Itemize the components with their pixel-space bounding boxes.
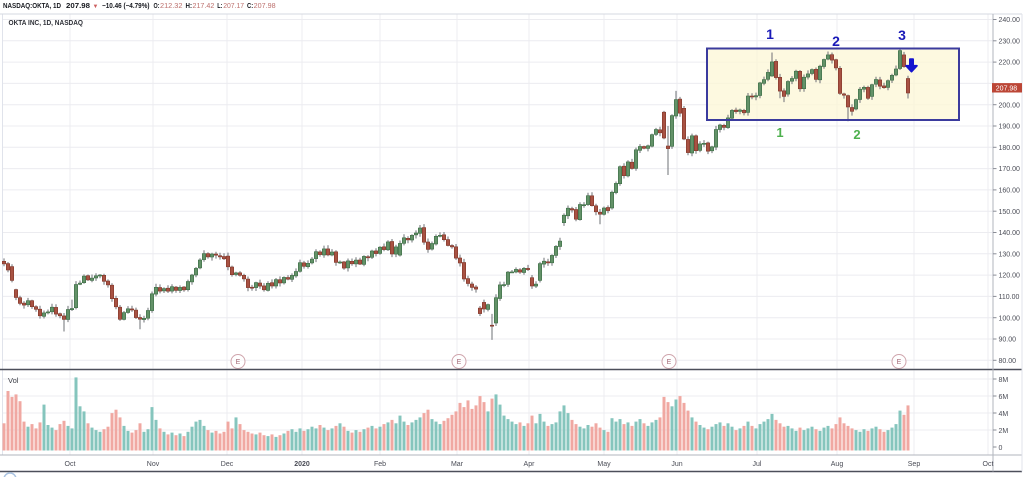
svg-text:240.00: 240.00 xyxy=(999,17,1021,24)
svg-text:100.00: 100.00 xyxy=(999,315,1021,322)
svg-text:207.98: 207.98 xyxy=(996,85,1018,92)
svg-text:O:: O: xyxy=(154,3,160,10)
svg-text:0: 0 xyxy=(999,445,1003,452)
svg-text:217.42: 217.42 xyxy=(193,3,215,10)
svg-text:E: E xyxy=(667,359,672,366)
svg-text:150.00: 150.00 xyxy=(999,209,1021,216)
svg-text:NASDAQ:OKTA, 1D: NASDAQ:OKTA, 1D xyxy=(3,3,61,10)
svg-text:8M: 8M xyxy=(999,377,1009,384)
svg-text:160.00: 160.00 xyxy=(999,188,1021,195)
svg-text:212.32: 212.32 xyxy=(160,3,183,10)
svg-text:190.00: 190.00 xyxy=(999,124,1021,131)
svg-text:Aug: Aug xyxy=(831,461,844,468)
svg-text:3: 3 xyxy=(898,27,906,43)
svg-text:180.00: 180.00 xyxy=(999,145,1021,152)
svg-text:200.00: 200.00 xyxy=(999,102,1021,109)
svg-text:Mar: Mar xyxy=(451,461,464,468)
svg-text:230.00: 230.00 xyxy=(999,38,1021,45)
svg-text:Vol: Vol xyxy=(8,376,19,385)
svg-text:H:: H: xyxy=(186,3,193,10)
svg-text:220.00: 220.00 xyxy=(999,60,1021,67)
svg-text:−10.46 (−4.79%): −10.46 (−4.79%) xyxy=(102,3,150,10)
svg-text:207.17: 207.17 xyxy=(223,3,244,10)
svg-text:E: E xyxy=(457,359,462,366)
svg-text:OKTA INC, 1D, NASDAQ: OKTA INC, 1D, NASDAQ xyxy=(9,18,84,27)
svg-text:Oct: Oct xyxy=(983,461,994,468)
svg-text:L:: L: xyxy=(217,3,222,10)
svg-text:Oct: Oct xyxy=(65,461,76,468)
svg-text:2020: 2020 xyxy=(294,461,310,468)
svg-text:6M: 6M xyxy=(999,394,1009,401)
svg-text:Dec: Dec xyxy=(221,461,234,468)
svg-text:140.00: 140.00 xyxy=(999,230,1021,237)
svg-text:2M: 2M xyxy=(999,428,1009,435)
svg-text:Sep: Sep xyxy=(908,461,921,468)
svg-text:1: 1 xyxy=(776,125,783,140)
svg-text:Feb: Feb xyxy=(374,461,386,468)
svg-text:2: 2 xyxy=(832,33,840,49)
svg-text:130.00: 130.00 xyxy=(999,251,1021,258)
svg-text:▼: ▼ xyxy=(93,4,99,10)
svg-text:110.00: 110.00 xyxy=(999,294,1020,301)
svg-text:Nov: Nov xyxy=(147,461,160,468)
svg-text:120.00: 120.00 xyxy=(999,273,1021,280)
svg-text:207.98: 207.98 xyxy=(66,3,90,10)
svg-text:Jul: Jul xyxy=(753,461,762,468)
svg-text:80.00: 80.00 xyxy=(999,358,1017,365)
svg-text:May: May xyxy=(597,461,611,468)
svg-text:Jun: Jun xyxy=(671,461,682,468)
svg-text:E: E xyxy=(236,359,241,366)
svg-text:E: E xyxy=(897,359,902,366)
svg-text:170.00: 170.00 xyxy=(999,166,1021,173)
svg-text:2: 2 xyxy=(853,127,860,142)
svg-text:90.00: 90.00 xyxy=(999,337,1017,344)
svg-text:207.98: 207.98 xyxy=(254,3,276,10)
svg-text:C:: C: xyxy=(247,3,253,10)
svg-text:1: 1 xyxy=(766,26,774,42)
svg-text:4M: 4M xyxy=(999,411,1009,418)
svg-text:Apr: Apr xyxy=(524,461,536,468)
